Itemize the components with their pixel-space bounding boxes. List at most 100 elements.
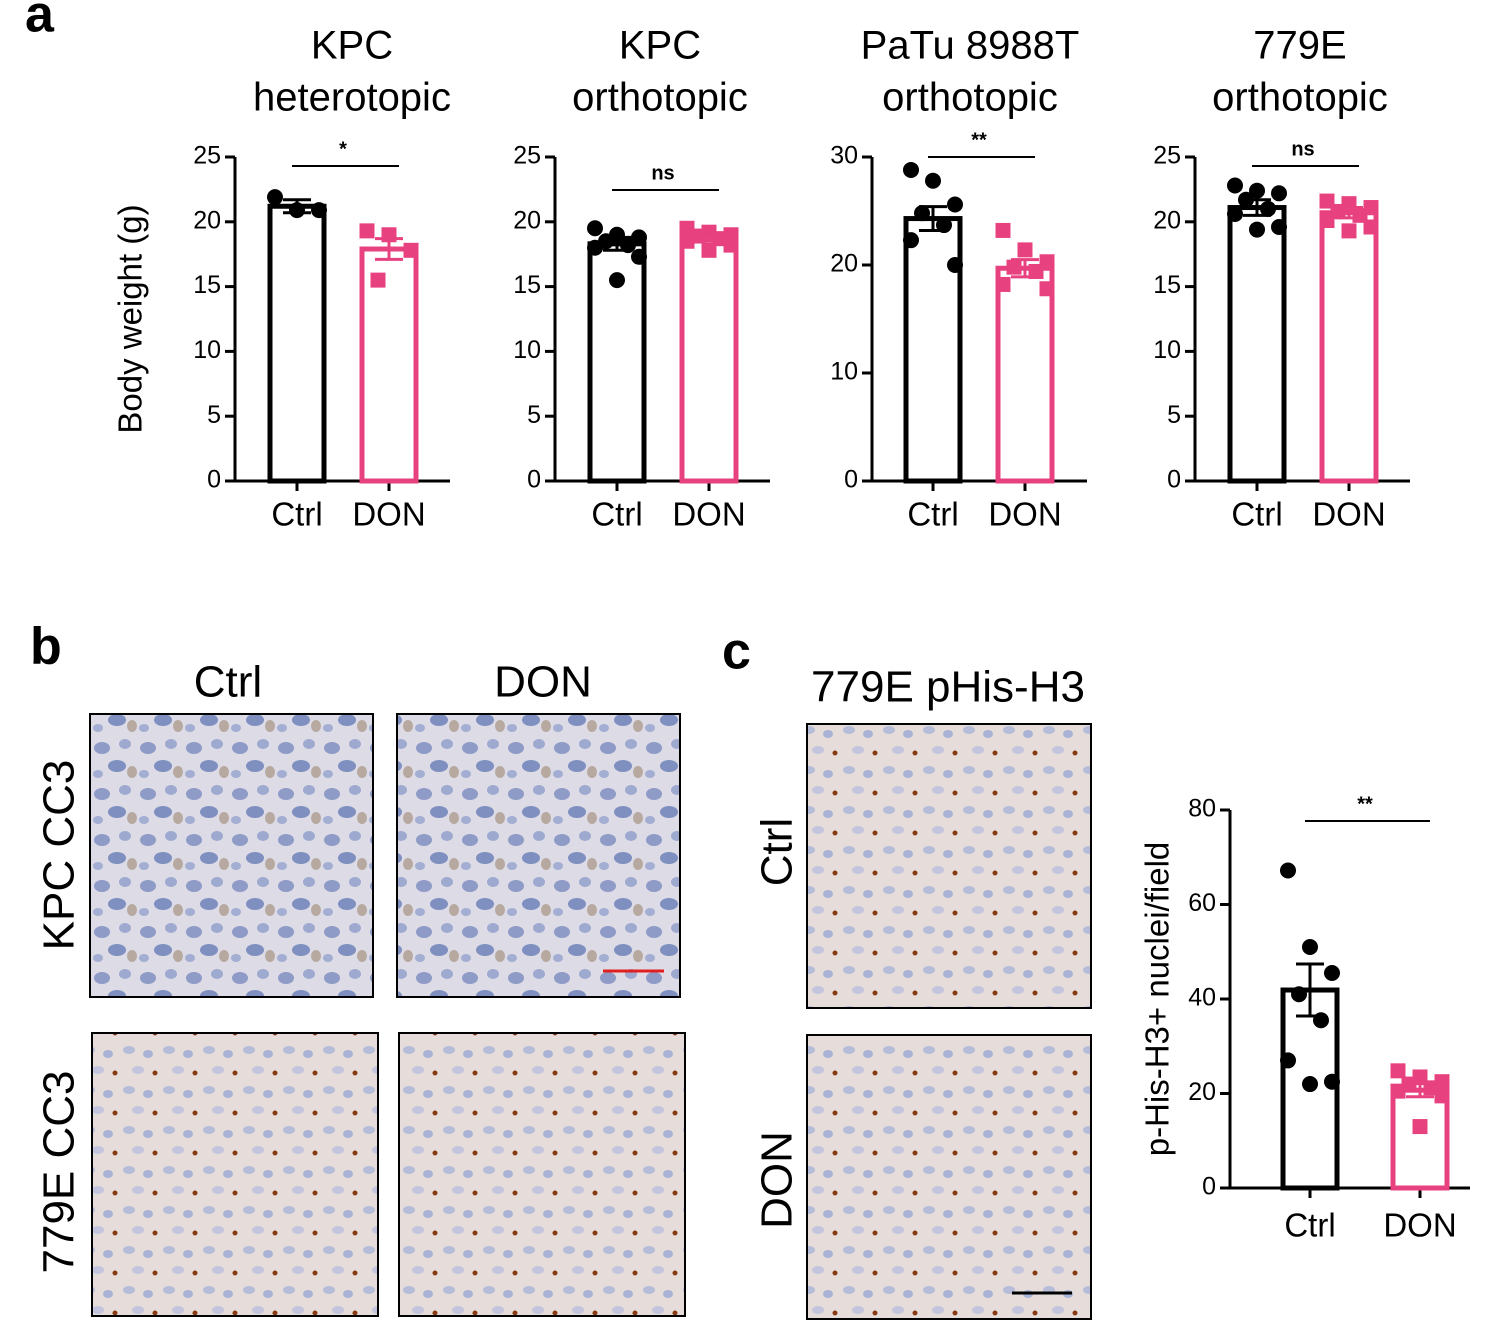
data-point [1238,191,1254,208]
y-tick-label: 20 [513,206,541,234]
data-point [1302,939,1318,956]
chart-title: PaTu 8988T [861,24,1080,68]
y-tick-label: 0 [207,466,221,494]
data-point [1390,1063,1406,1079]
data-point [609,272,625,289]
y-tick-label: 0 [527,466,541,494]
data-point [995,222,1011,238]
bar [1227,205,1287,484]
x-tick-label: Ctrl [1284,1207,1335,1244]
micrograph [806,723,1092,1009]
micrograph [806,1034,1092,1320]
data-point [1324,965,1340,982]
data-point [903,161,919,178]
y-tick-label: 10 [830,358,858,386]
data-point [311,202,327,219]
panel-label: a [25,0,55,44]
data-point [1227,206,1243,223]
image-title: 779E pHis-H3 [811,663,1085,712]
y-tick-label: 80 [1188,795,1216,823]
data-point [1039,281,1055,297]
data-point [1006,259,1022,275]
data-point [925,172,941,189]
data-point [1271,218,1287,235]
x-tick-label: DON [352,496,425,533]
y-axis-label: Body weight (g) [112,204,149,433]
y-tick-label: 20 [193,206,221,234]
data-point [1390,1083,1406,1099]
micrograph [91,1032,379,1317]
x-tick-label: Ctrl [907,496,958,533]
data-point [370,272,386,288]
data-point [1028,263,1044,279]
data-point [403,242,419,258]
chart-title: orthotopic [882,76,1058,120]
data-point [701,242,717,258]
x-tick-label: Ctrl [271,496,322,533]
data-point [587,220,603,237]
bar [679,234,739,484]
data-point [995,276,1011,292]
bar [267,203,327,484]
y-tick-label: 10 [193,336,221,364]
data-point [620,237,636,254]
data-point [1412,1119,1428,1135]
data-point [947,196,963,213]
micrograph [89,713,374,998]
data-point [1291,986,1307,1003]
data-point [1227,177,1243,194]
data-point [1302,1076,1318,1093]
data-point [1280,862,1296,879]
chart-title: orthotopic [1212,76,1388,120]
significance-label: ** [1357,793,1373,815]
y-tick-label: 5 [1167,401,1181,429]
y-tick-label: 10 [513,336,541,364]
data-point [1341,223,1357,239]
chart-title: orthotopic [572,76,748,120]
micrograph [396,713,681,998]
data-point [947,257,963,273]
micrograph [398,1032,686,1317]
y-tick-label: 20 [1153,206,1181,234]
data-point [1249,182,1265,199]
data-point [1313,1012,1329,1029]
y-tick-label: 5 [207,401,221,429]
bar [359,246,419,484]
data-point [936,217,952,234]
chart-title: KPC [619,24,701,68]
data-point [1271,185,1287,202]
y-tick-label: 25 [193,142,221,170]
y-tick-label: 10 [1153,336,1181,364]
bar [1319,210,1379,484]
x-tick-label: DON [988,496,1061,533]
y-tick-label: 30 [830,142,858,170]
chart-title: KPC [311,24,393,68]
y-tick-label: 25 [513,142,541,170]
chart-title: 779E [1253,24,1346,68]
y-tick-label: 25 [1153,142,1181,170]
x-tick-label: DON [1312,496,1385,533]
bar [1390,1087,1450,1191]
data-point [1260,200,1276,217]
data-point [1434,1088,1450,1104]
y-tick-label: 40 [1188,984,1216,1012]
y-tick-label: 15 [513,271,541,299]
y-tick-label: 15 [193,271,221,299]
data-point [267,189,283,206]
y-tick-label: 20 [830,250,858,278]
data-point [289,202,305,219]
y-tick-label: 0 [1202,1173,1216,1201]
significance-label: ** [971,129,987,151]
data-point [723,237,739,253]
image-column-label: Ctrl [194,658,262,707]
y-tick-label: 60 [1188,889,1216,917]
image-column-label: DON [494,658,592,707]
image-row-label: 779E CC3 [35,1070,84,1273]
y-tick-label: 0 [844,466,858,494]
x-tick-label: Ctrl [1231,496,1282,533]
data-point [1324,1073,1340,1090]
significance-label: ns [1291,138,1314,160]
data-point [1352,207,1368,223]
image-row-label: Ctrl [753,818,802,886]
data-point [1017,242,1033,258]
